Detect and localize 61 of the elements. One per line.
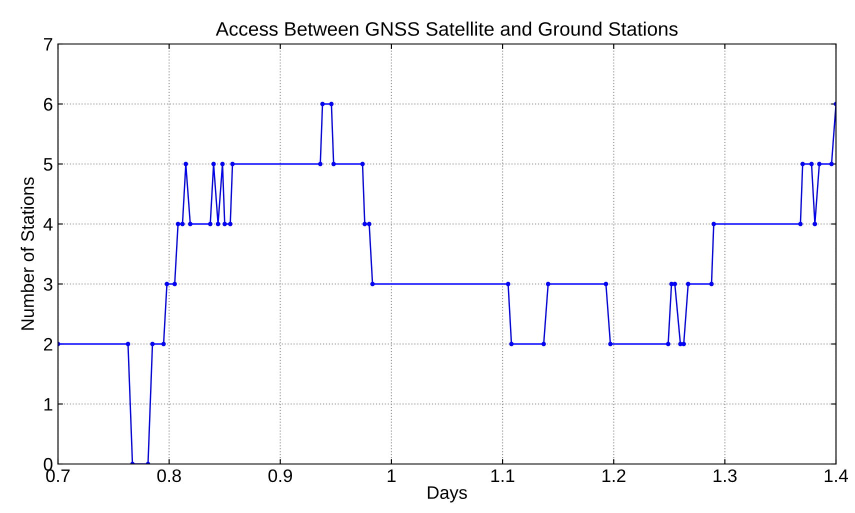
point [509,342,514,346]
point [230,162,235,166]
y-axis-title: Number of Stations [20,177,34,330]
y-tick-label: 4 [44,218,53,231]
point [164,282,170,286]
y-tick-label: 6 [44,98,52,111]
point [172,282,177,286]
point [228,222,232,226]
point [184,162,188,166]
point [366,222,372,226]
point [216,222,220,226]
point [331,162,336,166]
point [360,162,365,166]
point [809,162,814,166]
y-tick-label: 2 [44,338,52,351]
point [546,282,550,286]
y-tick-label: 7 [44,38,52,51]
y-tick-label: 0 [44,458,52,471]
point [800,162,805,166]
point [362,222,367,226]
point [798,222,803,226]
point [150,342,155,346]
point [686,282,690,286]
x-tick-label: 1 [388,470,396,482]
y-tick-label: 1 [44,398,52,411]
point [318,162,323,166]
point [669,282,674,286]
point [161,342,166,346]
point [208,222,212,226]
point [541,342,546,346]
point [180,222,185,226]
x-tick-label: 1.3 [714,469,737,482]
point [188,222,192,226]
point [220,162,225,166]
chart-title: Access Between GNSS Satellite and Ground Stations [216,22,678,36]
point [320,102,325,106]
point [604,282,608,286]
x-tick-label: 0.9 [268,469,292,482]
y-tick-label: 5 [44,158,52,171]
point [222,222,227,226]
point [712,222,716,226]
point [211,162,216,166]
point [709,282,714,286]
x-axis-title: Days [428,486,467,503]
point [370,282,375,286]
point [126,342,130,346]
y-tick-label: 3 [44,278,52,291]
point [817,162,822,166]
point [812,222,818,226]
point [506,282,510,286]
point [682,342,686,346]
point [176,222,180,226]
x-tick-label: 0.8 [157,469,181,482]
point [666,342,670,346]
point [672,282,678,286]
x-tick-label: 1.4 [824,470,848,482]
x-tick-label: 0.7 [46,469,70,482]
point [608,342,613,346]
x-tick-label: 1.2 [602,469,626,482]
x-tick-label: 1.1 [491,470,514,482]
point [329,102,334,106]
